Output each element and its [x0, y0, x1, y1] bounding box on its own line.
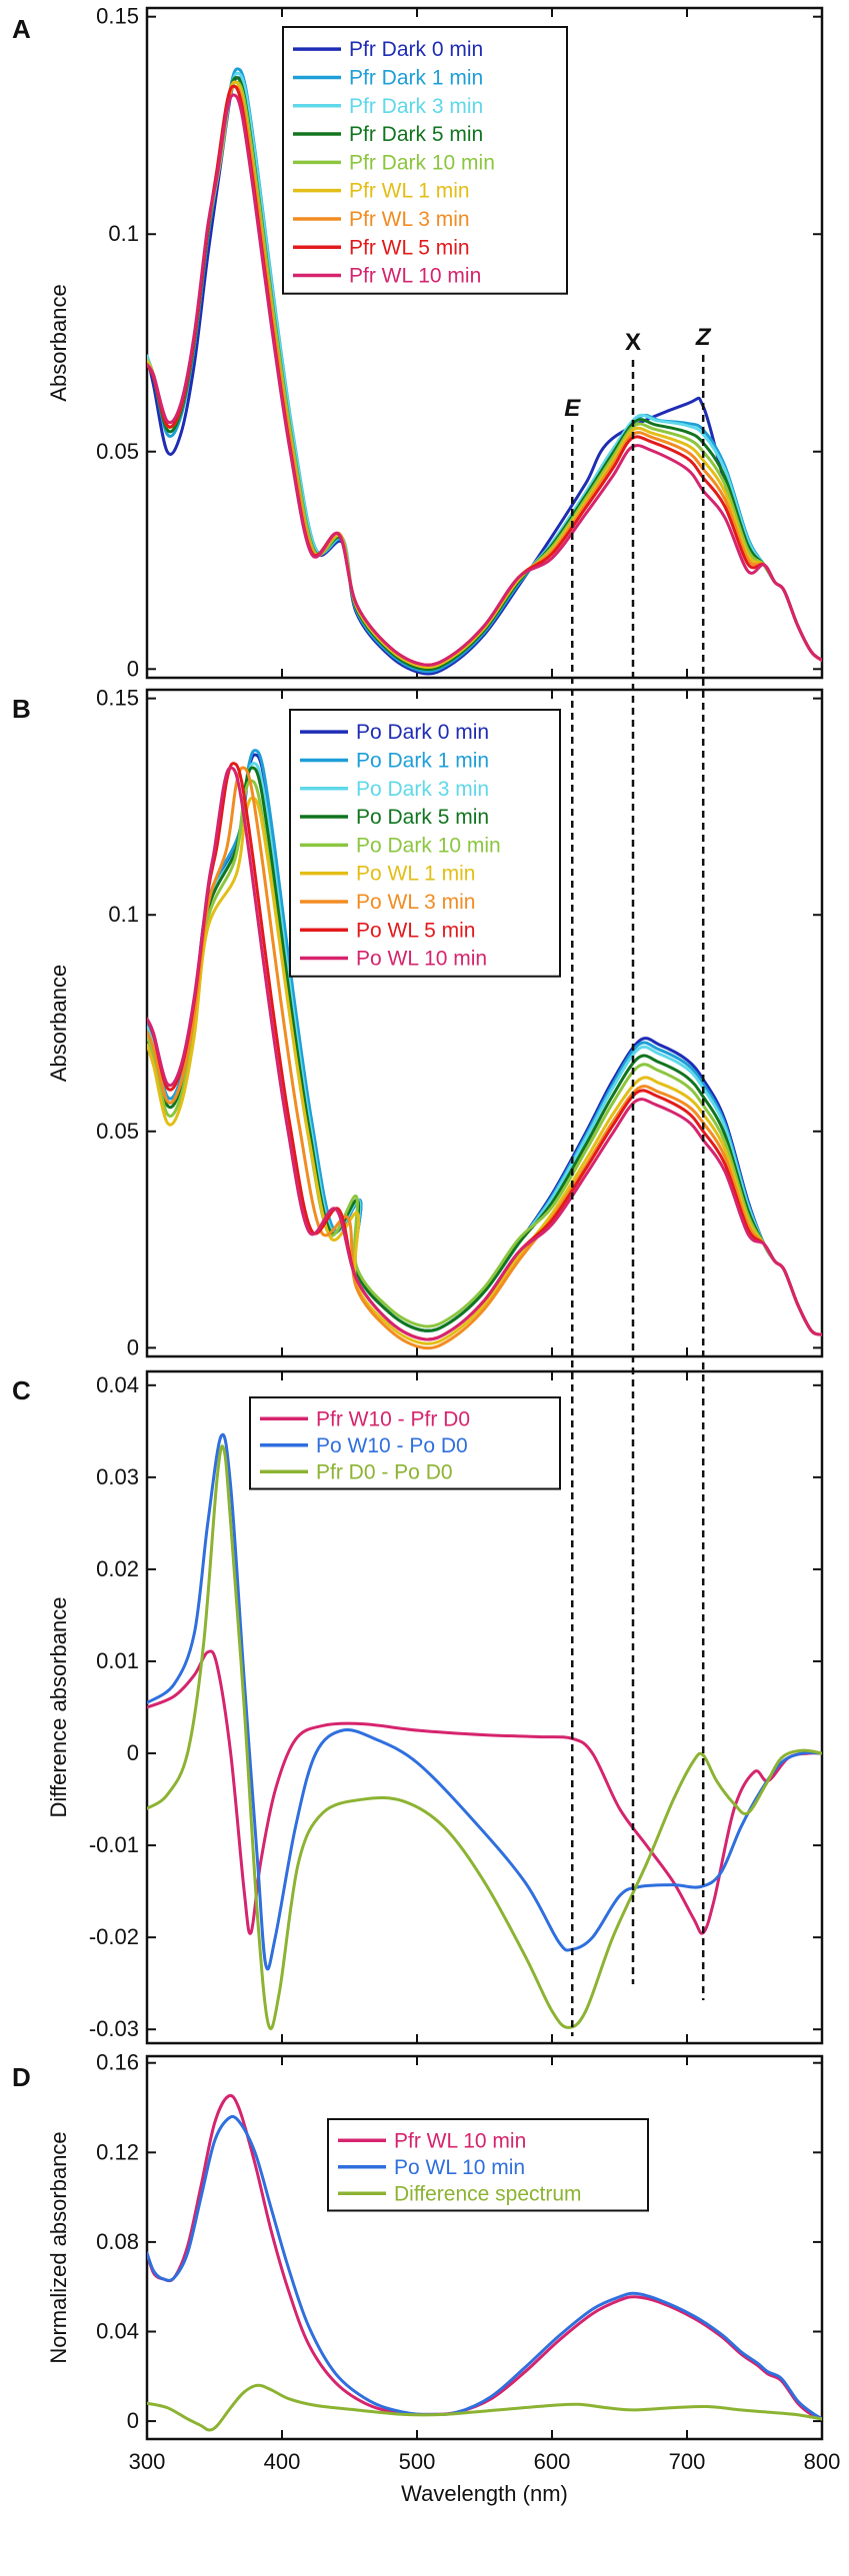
series-line: [147, 766, 822, 1350]
plot-frame: [145, 6, 824, 680]
x-axis-label: Wavelength (nm): [401, 2481, 568, 2506]
y-tick-label: 0.15: [96, 686, 139, 711]
y-tick-label: 0.08: [96, 2229, 139, 2254]
y-tick-label: 0.05: [96, 1119, 139, 1144]
series-line: [147, 796, 822, 1345]
legend: Po Dark 0 min Po Dark 1 min Po Dark 3 min P…: [289, 709, 561, 978]
y-tick-label: 0.1: [108, 902, 139, 927]
series-line: [147, 1444, 822, 2031]
series-line: [147, 779, 822, 1336]
y-tick-label: 0.04: [96, 1372, 139, 1397]
y-tick-label: -0.02: [89, 1924, 139, 1949]
panel-letter: A: [12, 14, 31, 44]
panel-c: C -0.03 -0.02 -0.01 0 0.01 0.02 0.03 0.04 Differe…: [12, 1369, 824, 2045]
legend-entry: Po WL 5 min: [356, 919, 475, 942]
legend-entry: Po WL 1 min: [356, 863, 475, 886]
legend-entry: Po Dark 0 min: [356, 721, 489, 744]
legend-box: [249, 1396, 561, 1490]
y-tick-label: 0.01: [96, 1648, 139, 1673]
legend: Pfr W10 - Pfr D0 Po W10 - Po D0 Pfr D0 - P…: [249, 1396, 561, 1490]
series-line: [147, 93, 822, 667]
series-line: [147, 2383, 822, 2432]
y-tick-label: 0: [127, 1740, 139, 1765]
plot-frame: [145, 2054, 824, 2441]
y-tick-label: 0: [127, 656, 139, 681]
x-tick-label: 300: [129, 2449, 166, 2474]
legend-entry: Po Dark 1 min: [356, 749, 489, 772]
series-group: [147, 2093, 822, 2432]
legend-entry: Po Dark 3 min: [356, 778, 489, 801]
series-line: [147, 1649, 822, 1935]
legend-entry: Po Dark 10 min: [356, 834, 501, 857]
legend-entry: Po WL 10 min: [394, 2156, 525, 2179]
legend-box: [327, 2118, 649, 2212]
y-tick-label: 0.15: [96, 4, 139, 29]
y-tick-label: 0.1: [108, 221, 139, 246]
legend-entry: Po Dark 5 min: [356, 806, 489, 829]
y-tick-label: -0.03: [89, 2016, 139, 2041]
x-tick-label: 500: [399, 2449, 436, 2474]
y-axis-label: Difference absorbance: [46, 1597, 71, 1818]
series-line: [147, 1432, 822, 1971]
legend-entry: Pfr Dark 0 min: [349, 38, 483, 61]
legend-entry: Pfr WL 10 min: [394, 2129, 526, 2152]
y-tick-label: 0.03: [96, 1464, 139, 1489]
legend: Pfr Dark 0 min Pfr Dark 1 min Pfr Dark 3 m…: [282, 26, 568, 295]
panel-letter: B: [12, 694, 31, 724]
legend: Pfr WL 10 min Po WL 10 min Difference spec…: [327, 2118, 649, 2212]
series-line: [147, 766, 822, 1341]
y-axis-label: Absorbance: [46, 965, 71, 1082]
y-tick-label: 0.05: [96, 439, 139, 464]
y-axis-label: Normalized absorbance: [46, 2131, 71, 2363]
series-line: [147, 766, 822, 1336]
marker-label-z: Z: [695, 324, 712, 351]
y-tick-label: 0.02: [96, 1556, 139, 1581]
legend-entry: Po W10 - Po D0: [316, 1434, 468, 1457]
legend-entry: Pfr Dark 10 min: [349, 151, 495, 174]
legend-entry: Po WL 10 min: [356, 948, 487, 971]
legend-entry: Difference spectrum: [394, 2182, 582, 2205]
x-tick-label: 600: [534, 2449, 571, 2474]
y-tick-label: 0: [127, 2408, 139, 2433]
legend-entry: Pfr Dark 5 min: [349, 123, 483, 146]
legend-box: [282, 26, 568, 295]
marker-label-e: E: [564, 395, 581, 422]
legend-entry: Pfr WL 5 min: [349, 236, 470, 259]
legend-entry: Pfr Dark 3 min: [349, 95, 483, 118]
y-axis-label: Absorbance: [46, 284, 71, 401]
y-tick-label: 0.04: [96, 2318, 139, 2343]
panel-letter: D: [12, 2062, 31, 2092]
panel-d: D 0 0.04 0.08 0.12 0.16 Normalized absorbance P…: [12, 2050, 824, 2441]
legend-box: [289, 709, 561, 978]
legend-entry: Pfr WL 3 min: [349, 208, 470, 231]
y-tick-label: 0.12: [96, 2139, 139, 2164]
series-group: [147, 1432, 822, 2031]
legend-entry: Pfr D0 - Po D0: [316, 1460, 453, 1483]
y-tick-label: 0: [127, 1334, 139, 1359]
x-tick-label: 700: [669, 2449, 706, 2474]
x-tick-label: 800: [804, 2449, 841, 2474]
y-tick-label: -0.01: [89, 1832, 139, 1857]
series-group: [147, 67, 822, 676]
marker-label-x: X: [625, 329, 641, 356]
panel-letter: C: [12, 1375, 31, 1405]
series-group: [147, 749, 822, 1350]
legend-entry: Pfr W10 - Pfr D0: [316, 1407, 470, 1430]
legend-entry: Pfr WL 1 min: [349, 180, 470, 203]
x-tick-label: 400: [264, 2449, 301, 2474]
legend-entry: Po WL 3 min: [356, 891, 475, 914]
legend-entry: Pfr WL 10 min: [349, 265, 481, 288]
legend-entry: Pfr Dark 1 min: [349, 66, 483, 89]
y-tick-label: 0.16: [96, 2050, 139, 2075]
